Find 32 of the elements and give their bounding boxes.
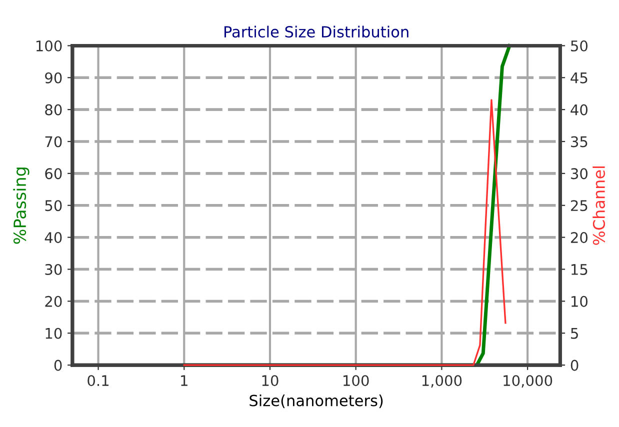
y2-tick-label: 15 bbox=[572, 264, 588, 276]
y-tick-label: 0 bbox=[54, 360, 62, 371]
y2-tick-label: 45 bbox=[570, 72, 588, 84]
x-tick-label: 10 bbox=[262, 375, 278, 386]
y-tick-label: 90 bbox=[45, 72, 62, 84]
y-tick-label: 60 bbox=[45, 168, 62, 180]
y2-tick-label: 25 bbox=[570, 200, 588, 212]
x-axis-title: Size(nanometers) bbox=[250, 394, 383, 408]
y2-tick-label: 30 bbox=[571, 168, 588, 180]
y2-tick-label: 10 bbox=[572, 296, 588, 307]
y-tick-label: 100 bbox=[36, 40, 62, 52]
x-tick-label: 0.1 bbox=[88, 375, 109, 386]
y-tick-label: 30 bbox=[45, 264, 62, 276]
y2-tick-label: 0 bbox=[570, 360, 578, 371]
y2-tick-label: 20 bbox=[570, 232, 588, 244]
y-tick-label: 70 bbox=[45, 136, 62, 148]
y2-tick-label: 5 bbox=[571, 328, 578, 339]
x-tick-label: 100 bbox=[344, 375, 369, 386]
x-tick-label: 1,000 bbox=[422, 375, 462, 388]
y2-tick-label: 40 bbox=[570, 104, 588, 116]
y-tick-label: 80 bbox=[45, 104, 62, 116]
y2-axis-title: %Channel bbox=[592, 166, 606, 245]
chart-title: Particle Size Distribution bbox=[224, 26, 408, 38]
y-tick-label: 20 bbox=[45, 296, 62, 307]
y-tick-label: 40 bbox=[44, 232, 62, 244]
x-tick-label: 10,000 bbox=[504, 375, 552, 388]
y2-tick-label: 35 bbox=[571, 136, 588, 148]
y-tick-label: 10 bbox=[46, 328, 62, 339]
x-tick-label: 1 bbox=[181, 375, 188, 386]
y-axis-title: %Passing bbox=[13, 168, 30, 244]
y2-tick-label: 50 bbox=[571, 40, 588, 52]
y-tick-label: 50 bbox=[45, 200, 62, 212]
